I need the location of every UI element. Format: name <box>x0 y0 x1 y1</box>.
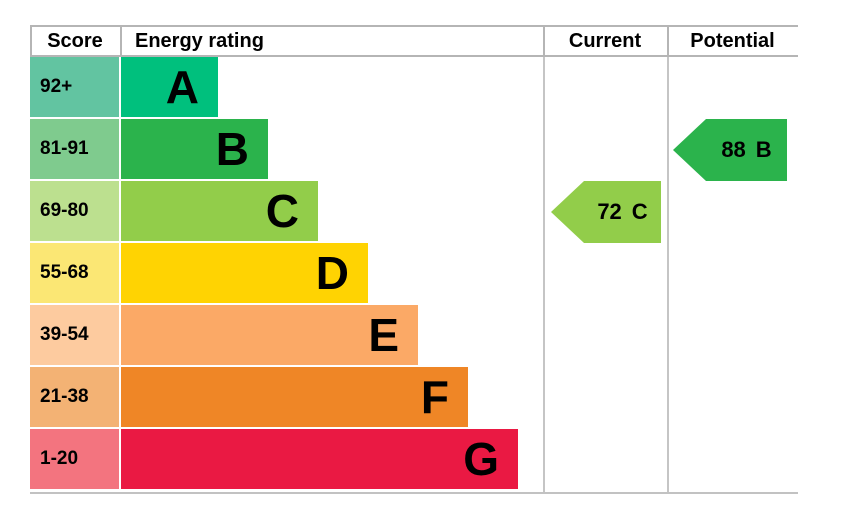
band-letter: C <box>265 185 299 237</box>
score-range-cell: 81-91 <box>30 119 119 179</box>
col-header-potential: Potential <box>690 30 775 52</box>
score-range-cell: 1-20 <box>30 429 119 489</box>
band-bar: F <box>121 367 468 427</box>
chart-header: Score Energy rating Current Potential <box>30 25 798 57</box>
header-divider-current-potential <box>667 25 669 57</box>
potential-rating-band: B <box>755 137 772 162</box>
col-header-score: Score <box>47 30 103 52</box>
band-letter: D <box>315 247 349 299</box>
score-range-cell: 39-54 <box>30 305 119 365</box>
band-row: 21-38 F <box>30 367 798 429</box>
chart-body: 92+ A 81-91 B 69-80 C 55-68 D 39-54 <box>30 57 798 494</box>
band-bar: G <box>121 429 518 489</box>
band-letter: G <box>463 433 499 485</box>
band-bar: A <box>121 57 218 117</box>
band-letter: F <box>420 371 449 423</box>
col-header-energy-rating: Energy rating <box>135 30 264 52</box>
header-left-border <box>30 25 32 57</box>
column-divider-potential-left <box>667 57 669 492</box>
band-letter: B <box>215 123 249 175</box>
band-rows: 92+ A 81-91 B 69-80 C 55-68 D 39-54 <box>30 57 798 491</box>
potential-rating-value: 88 <box>721 137 746 162</box>
score-range-label: 55-68 <box>40 262 89 283</box>
epc-chart: Score Energy rating Current Potential 92… <box>30 25 798 494</box>
current-rating-arrow: 72 C <box>551 181 661 243</box>
score-range-cell: 21-38 <box>30 367 119 427</box>
column-divider-current-left <box>543 57 545 492</box>
score-range-cell: 69-80 <box>30 181 119 241</box>
band-row: 81-91 B <box>30 119 798 181</box>
score-range-label: 69-80 <box>40 200 89 221</box>
header-divider-score-rating <box>120 25 122 57</box>
band-row: 1-20 G <box>30 429 798 491</box>
band-bar: E <box>121 305 418 365</box>
potential-rating-arrow: 88 B <box>673 119 787 181</box>
band-row: 69-80 C <box>30 181 798 243</box>
col-header-current: Current <box>568 30 642 52</box>
score-range-label: 92+ <box>40 76 73 97</box>
band-bar: D <box>121 243 368 303</box>
score-range-label: 1-20 <box>40 448 79 469</box>
current-rating-band: C <box>631 199 648 224</box>
current-rating-value: 72 <box>597 199 622 224</box>
score-range-cell: 55-68 <box>30 243 119 303</box>
band-bar: B <box>121 119 268 179</box>
band-letter: E <box>368 309 399 361</box>
band-row: 39-54 E <box>30 305 798 367</box>
score-range-label: 21-38 <box>40 386 89 407</box>
band-row: 55-68 D <box>30 243 798 305</box>
band-row: 92+ A <box>30 57 798 119</box>
header-divider-rating-current <box>543 25 545 57</box>
score-range-label: 81-91 <box>40 138 89 159</box>
score-range-cell: 92+ <box>30 57 119 117</box>
band-bar: C <box>121 181 318 241</box>
band-letter: A <box>165 61 199 113</box>
score-range-label: 39-54 <box>40 324 89 345</box>
